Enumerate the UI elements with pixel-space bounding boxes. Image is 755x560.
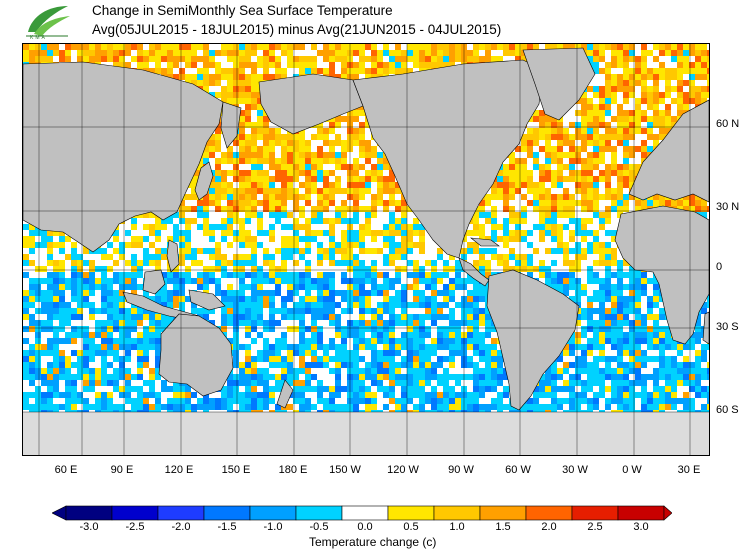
colorbar-tick-label: -2.0 xyxy=(171,521,191,533)
colorbar-arrow-left xyxy=(52,505,67,521)
lon-label: 150 W xyxy=(329,464,361,476)
colorbar-segment xyxy=(295,505,343,521)
lat-label-30n: 30 N xyxy=(716,201,740,213)
land-japan xyxy=(194,161,214,201)
sst-map-canvas xyxy=(23,44,709,455)
land-masses xyxy=(23,47,709,455)
map-title: Change in SemiMonthly Sea Surface Temper… xyxy=(92,3,393,18)
land-cuba xyxy=(470,237,500,247)
colorbar-tick-label: -3.0 xyxy=(79,521,99,533)
lon-label: 180 E xyxy=(278,464,308,476)
lon-label: 150 E xyxy=(221,464,251,476)
lon-label: 60 E xyxy=(54,464,78,476)
lat-lon-grid xyxy=(23,44,709,455)
land-australia xyxy=(158,313,234,397)
colorbar-tick-label: 0.5 xyxy=(403,521,419,533)
colorbar-segment xyxy=(341,505,389,521)
land-new-zealand xyxy=(276,379,294,409)
land-africa xyxy=(614,205,709,345)
lat-label-30s: 30 S xyxy=(716,321,739,333)
land-new-guinea xyxy=(188,289,226,311)
colorbar-segment xyxy=(571,505,619,521)
lon-label: 90 E xyxy=(110,464,134,476)
lat-label-60n: 60 N xyxy=(716,118,740,130)
lat-label-equator: 0 xyxy=(716,261,723,273)
colorbar-label: Temperature change (c) xyxy=(309,535,437,549)
land-asia-west xyxy=(23,61,224,253)
land-europe xyxy=(628,99,709,203)
logo-text: KMA xyxy=(30,35,47,41)
colorbar-tick-label: 0.0 xyxy=(357,521,373,533)
colorbar-tick-label: 1.0 xyxy=(449,521,465,533)
colorbar-segment xyxy=(617,505,665,521)
land-alaska xyxy=(258,73,364,135)
sst-change-map xyxy=(22,43,710,456)
colorbar-tick-label: -1.0 xyxy=(263,521,283,533)
lon-label: 120 E xyxy=(164,464,194,476)
lon-label: 30 W xyxy=(562,464,588,476)
colorbar-tick-label: 3.0 xyxy=(633,521,649,533)
colorbar-segment xyxy=(433,505,481,521)
lon-label: 30 E xyxy=(677,464,701,476)
colorbar-segment xyxy=(157,505,205,521)
land-south-america xyxy=(486,269,580,411)
land-kamchatka xyxy=(220,101,242,149)
antarctic-ice xyxy=(23,412,709,455)
map-subtitle: Avg(05JUL2015 - 18JUL2015) minus Avg(21J… xyxy=(92,22,502,37)
lat-label-60s: 60 S xyxy=(716,404,739,416)
temperature-colorbar xyxy=(52,505,672,521)
land-philippines xyxy=(166,239,180,273)
lon-label: 90 W xyxy=(448,464,474,476)
colorbar-tick-label: 2.5 xyxy=(587,521,603,533)
lon-label: 120 W xyxy=(387,464,419,476)
leaf-logo-icon xyxy=(26,6,70,37)
kma-logo: KMA xyxy=(22,2,74,42)
colorbar-arrow-right xyxy=(663,505,672,521)
colorbar-segment xyxy=(525,505,573,521)
colorbar-segment xyxy=(203,505,251,521)
land-central-america xyxy=(458,257,490,287)
land-borneo xyxy=(142,269,166,295)
colorbar-segment xyxy=(479,505,527,521)
colorbar-tick-label: 2.0 xyxy=(541,521,557,533)
colorbar-segment xyxy=(249,505,297,521)
colorbar-segment xyxy=(387,505,435,521)
colorbar-segment xyxy=(65,505,113,521)
colorbar-tick-label: -1.5 xyxy=(217,521,237,533)
lon-label: 0 W xyxy=(622,464,642,476)
lon-label: 60 W xyxy=(505,464,531,476)
colorbar-segment xyxy=(111,505,159,521)
colorbar-tick-label: -2.5 xyxy=(125,521,145,533)
colorbar-tick-label: 1.5 xyxy=(495,521,511,533)
colorbar-tick-label: -0.5 xyxy=(309,521,329,533)
